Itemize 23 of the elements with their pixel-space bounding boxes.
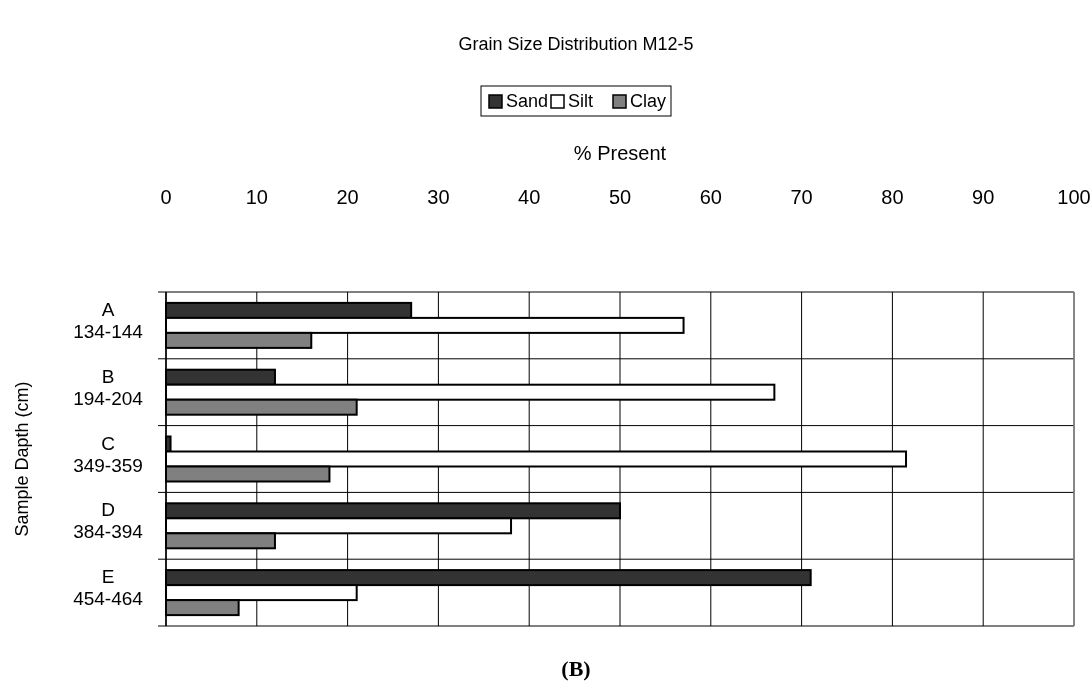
- legend-label: Silt: [568, 91, 594, 111]
- x-tick-label: 40: [518, 186, 541, 208]
- x-tick-label: 80: [881, 186, 904, 208]
- legend-label: Clay: [630, 91, 667, 111]
- chart-title: Grain Size Distribution M12-5: [458, 34, 694, 54]
- x-tick-label: 30: [427, 186, 450, 208]
- legend-label: Sand: [506, 91, 549, 111]
- x-tick-label: 70: [790, 186, 813, 208]
- y-tick-label: B 194-204: [73, 365, 144, 409]
- y-tick-label: D 384-394: [73, 499, 144, 543]
- x-tick-label: 10: [245, 186, 268, 208]
- x-tick-label: 20: [336, 186, 359, 208]
- y-axis-title: Sample Dapth (cm): [12, 381, 32, 537]
- x-tick-label: 50: [608, 186, 632, 208]
- y-tick-label: E 454-464: [73, 566, 144, 610]
- x-tick-label: 0: [160, 186, 172, 208]
- x-axis-title: % Present: [573, 142, 667, 164]
- x-tick-label: 90: [972, 186, 995, 208]
- x-tick-label: 60: [699, 186, 722, 208]
- text: (B): [561, 656, 591, 681]
- y-tick-label: A 134-144: [73, 299, 144, 342]
- x-tick-label: 100: [1057, 186, 1091, 208]
- y-tick-label: C 349-359: [73, 432, 143, 476]
